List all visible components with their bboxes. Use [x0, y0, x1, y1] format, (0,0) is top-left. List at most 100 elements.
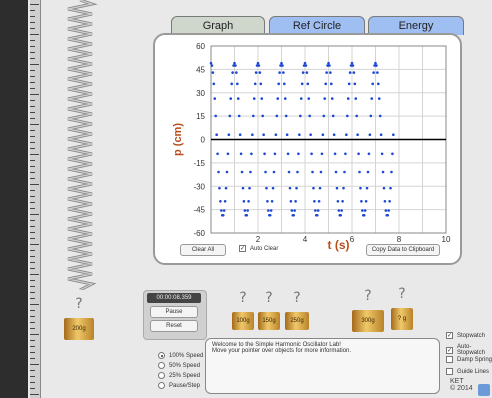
- data-point: [355, 114, 358, 118]
- radio-icon: [158, 372, 165, 379]
- data-point: [282, 71, 285, 74]
- data-point: [358, 170, 361, 174]
- auto-clear-label: Auto Clear: [250, 245, 279, 252]
- y-tick-label: 15: [196, 112, 205, 121]
- spring[interactable]: [60, 0, 100, 290]
- ruler-tick: [30, 172, 35, 173]
- mass-100g[interactable]: ? 100g: [232, 290, 254, 330]
- ruler-tick: [30, 244, 39, 245]
- data-point: [345, 133, 348, 137]
- data-point: [241, 186, 245, 190]
- data-point: [277, 82, 280, 86]
- auto-stopwatch-checkbox[interactable]: ✓ Auto-Stopwatch: [446, 344, 492, 356]
- ruler-tick: [30, 130, 35, 131]
- data-point: [225, 170, 229, 174]
- data-point: [279, 64, 282, 67]
- data-point: [335, 186, 339, 190]
- ruler-tick: [30, 34, 39, 35]
- ruler-tick: [30, 202, 35, 203]
- data-point: [319, 170, 323, 174]
- ruler-tick: [30, 208, 35, 209]
- data-point: [243, 209, 247, 212]
- mass-150g[interactable]: ? 150g: [258, 290, 280, 330]
- mass-label: 300g: [352, 310, 384, 332]
- ruler-tick: [30, 142, 35, 143]
- tab-energy[interactable]: Energy: [368, 16, 464, 35]
- copy-data-button[interactable]: Copy Data to Clipboard: [366, 244, 440, 256]
- tab-graph[interactable]: Graph: [171, 16, 265, 35]
- data-point: [273, 152, 277, 156]
- ket-logo: KET © 2014: [450, 378, 473, 392]
- data-point: [265, 186, 268, 190]
- mass-250g[interactable]: ? 250g: [285, 290, 309, 330]
- data-point: [267, 209, 270, 212]
- reset-label: Reset: [166, 323, 182, 329]
- data-point: [383, 199, 387, 203]
- data-point: [239, 152, 243, 156]
- data-point: [366, 170, 370, 174]
- data-point: [257, 64, 261, 67]
- data-point: [306, 82, 310, 86]
- data-point: [349, 64, 353, 67]
- data-point: [233, 61, 236, 65]
- stopwatch-checkbox[interactable]: ✓ Stopwatch: [446, 332, 485, 339]
- data-point: [372, 71, 375, 74]
- data-point: [350, 61, 354, 65]
- speed-25[interactable]: 25% Speed: [158, 372, 200, 379]
- mass-unknown[interactable]: ? ? g: [391, 286, 413, 330]
- data-point: [231, 71, 234, 74]
- data-point: [249, 170, 252, 174]
- y-tick-label: 45: [196, 65, 205, 74]
- hanging-mass[interactable]: ? 200g: [64, 296, 94, 340]
- data-point: [353, 82, 357, 86]
- info-icon[interactable]: [478, 384, 490, 396]
- auto-clear-checkbox[interactable]: ✓ Auto Clear: [239, 245, 278, 252]
- ruler-tick: [30, 328, 35, 329]
- ruler-tick: [30, 178, 35, 179]
- ruler-tick: [30, 250, 35, 251]
- data-point: [320, 152, 324, 156]
- position-chart: 60 45 30 15 0 -15 -30 -45 -60 2 4 6 8 10 t (s) p (cm): [172, 42, 451, 252]
- ruler-tick: [30, 298, 35, 299]
- ruler-tick: [30, 166, 35, 167]
- data-point: [289, 199, 293, 203]
- damp-spring-checkbox[interactable]: Damp Spring: [446, 356, 492, 363]
- x-axis-label: t (s): [328, 238, 350, 252]
- data-point: [373, 64, 376, 67]
- data-point: [344, 152, 347, 156]
- speed-pause-step[interactable]: Pause/Step: [158, 382, 200, 389]
- clear-all-button[interactable]: Clear All: [180, 244, 226, 256]
- hook-icon: ?: [398, 286, 406, 302]
- data-point: [379, 133, 383, 137]
- data-point: [224, 186, 228, 190]
- data-point: [362, 213, 366, 217]
- data-point: [351, 64, 355, 67]
- ruler-tick: [30, 70, 35, 71]
- data-point: [216, 152, 219, 156]
- data-point: [247, 199, 250, 203]
- ruler-scale[interactable]: [30, 0, 41, 398]
- ruler-tick: [30, 352, 35, 353]
- guide-lines-checkbox[interactable]: Guide Lines: [446, 368, 489, 375]
- radio-icon: [158, 362, 165, 369]
- check-icon: ✓: [446, 346, 453, 354]
- data-point: [391, 152, 394, 156]
- data-point: [211, 71, 215, 74]
- ruler-tick: [30, 58, 35, 59]
- mass-300g[interactable]: ? 300g: [352, 288, 384, 332]
- speed-100[interactable]: 100% Speed: [158, 352, 203, 359]
- data-point: [250, 152, 253, 156]
- data-point: [325, 71, 328, 74]
- tab-ref-circle[interactable]: Ref Circle: [269, 16, 365, 35]
- data-point: [281, 64, 284, 67]
- ruler-tick: [30, 124, 39, 125]
- pause-button[interactable]: Pause: [150, 306, 198, 318]
- data-point: [266, 199, 269, 203]
- data-point: [371, 82, 374, 86]
- speed-50[interactable]: 50% Speed: [158, 362, 200, 369]
- data-point: [278, 71, 281, 74]
- data-point: [331, 114, 335, 118]
- speed-label: Pause/Step: [169, 382, 201, 389]
- x-tick-label: 8: [397, 235, 402, 244]
- reset-button[interactable]: Reset: [150, 320, 198, 332]
